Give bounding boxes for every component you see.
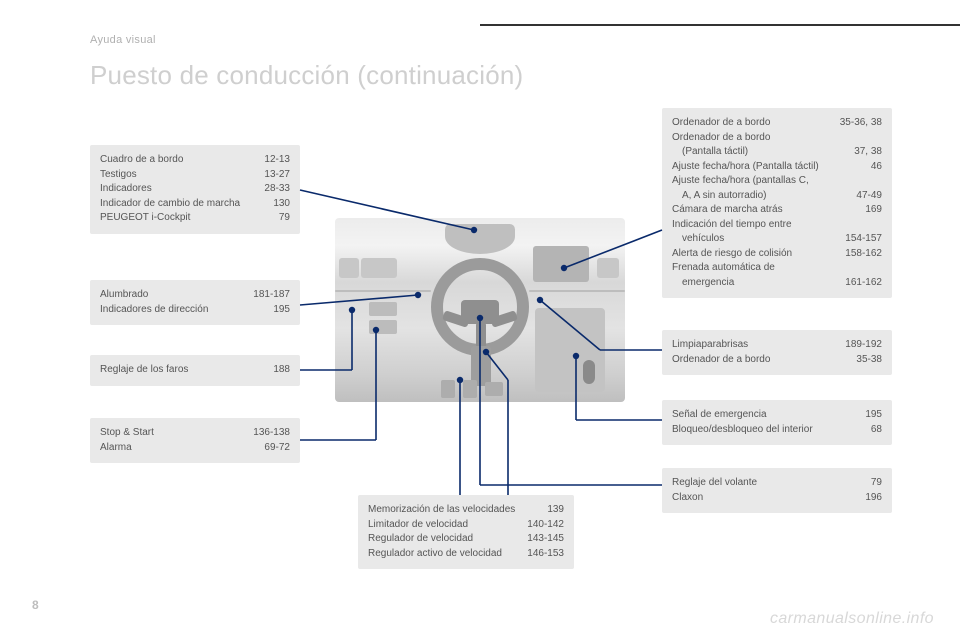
callout-pages: 169 [865, 203, 882, 218]
callout-pages: 189-192 [845, 338, 882, 353]
callout-pages: 46 [871, 160, 882, 175]
callout-label: Reglaje del volante [672, 476, 863, 491]
callout-label: Indicador de cambio de marcha [100, 197, 265, 212]
callout-pages: 140-142 [527, 518, 564, 533]
callout-pages: 136-138 [253, 426, 290, 441]
callout-label: PEUGEOT i-Cockpit [100, 211, 271, 226]
callout-box-stopstart-alarm: Stop & Start 136-138Alarma 69-72 [90, 418, 300, 463]
callout-label: A, A sin autorradio) [672, 189, 848, 204]
section-label: Ayuda visual [90, 34, 156, 46]
callout-box-headlamp-adjust: Reglaje de los faros 188 [90, 355, 300, 386]
callout-pages: 69-72 [264, 441, 290, 456]
dashboard-illustration [335, 218, 625, 402]
callout-label: Frenada automática de [672, 261, 882, 276]
callout-label: Indicación del tiempo entre [672, 218, 882, 233]
callout-label: Ordenador de a bordo [672, 353, 848, 368]
callout-pages: 79 [871, 476, 882, 491]
callout-label: Memorización de las velocidades [368, 503, 539, 518]
callout-box-instrument-panel: Cuadro de a bordo 12-13 Testigos 13-27 Indic… [90, 145, 300, 234]
callout-label: Alumbrado [100, 288, 245, 303]
callout-pages: 158-162 [845, 247, 882, 262]
callout-pages: 47-49 [856, 189, 882, 204]
callout-label: Cámara de marcha atrás [672, 203, 857, 218]
watermark: carmanualsonline.info [770, 610, 934, 628]
callout-pages: 181-187 [253, 288, 290, 303]
callout-pages: 130 [273, 197, 290, 212]
callout-pages: 143-145 [527, 532, 564, 547]
callout-pages: 79 [279, 211, 290, 226]
callout-box-lighting: Alumbrado 181-187Indicadores de dirección… [90, 280, 300, 325]
callout-label: Regulador de velocidad [368, 532, 519, 547]
callout-pages: 12-13 [264, 153, 290, 168]
callout-pages: 68 [871, 423, 882, 438]
callout-label: emergencia [672, 276, 837, 291]
callout-label: Indicadores [100, 182, 256, 197]
callout-label: Indicadores de dirección [100, 303, 265, 318]
callout-label: Regulador activo de velocidad [368, 547, 519, 562]
callout-label: Bloqueo/desbloqueo del interior [672, 423, 863, 438]
callout-label: (Pantalla táctil) [672, 145, 846, 160]
callout-pages: 139 [547, 503, 564, 518]
callout-box-wipers: Limpiaparabrisas 189-192Ordenador de a bo… [662, 330, 892, 375]
page-number: 8 [32, 598, 39, 612]
callout-label: Ajuste fecha/hora (pantallas C, [672, 174, 882, 189]
callout-box-trip-computer-screen: Ordenador de a bordo35-36, 38Ordenador d… [662, 108, 892, 298]
callout-pages: 161-162 [845, 276, 882, 291]
callout-label: Ordenador de a bordo [672, 116, 832, 131]
callout-pages: 35-38 [856, 353, 882, 368]
callout-pages: 37, 38 [854, 145, 882, 160]
callout-label: vehículos [672, 232, 837, 247]
callout-pages: 28-33 [264, 182, 290, 197]
callout-label: Claxon [672, 491, 857, 506]
callout-label: Testigos [100, 168, 256, 183]
callout-pages: 196 [865, 491, 882, 506]
page-title: Puesto de conducción (continuación) [90, 60, 523, 91]
callout-label: Señal de emergencia [672, 408, 857, 423]
callout-pages: 13-27 [264, 168, 290, 183]
callout-pages: 154-157 [845, 232, 882, 247]
callout-label: Alerta de riesgo de colisión [672, 247, 837, 262]
callout-pages: 195 [865, 408, 882, 423]
callout-pages: 195 [273, 303, 290, 318]
callout-label: Reglaje de los faros [100, 363, 265, 378]
callout-pages: 35-36, 38 [840, 116, 882, 131]
callout-label: Alarma [100, 441, 256, 456]
callout-pages: 146-153 [527, 547, 564, 562]
callout-label: Limitador de velocidad [368, 518, 519, 533]
callout-label: Limpiaparabrisas [672, 338, 837, 353]
header-rule [480, 24, 960, 26]
callout-label: Ordenador de a bordo [672, 131, 882, 146]
callout-label: Stop & Start [100, 426, 245, 441]
callout-box-speed-controls: Memorización de las velocidades 139 Limita… [358, 495, 574, 569]
callout-box-hazard-lock: Señal de emergencia 195Bloqueo/desbloqueo… [662, 400, 892, 445]
callout-pages: 188 [273, 363, 290, 378]
callout-label: Cuadro de a bordo [100, 153, 256, 168]
callout-box-steering-horn: Reglaje del volante 79 Claxon 196 [662, 468, 892, 513]
callout-label: Ajuste fecha/hora (Pantalla táctil) [672, 160, 863, 175]
